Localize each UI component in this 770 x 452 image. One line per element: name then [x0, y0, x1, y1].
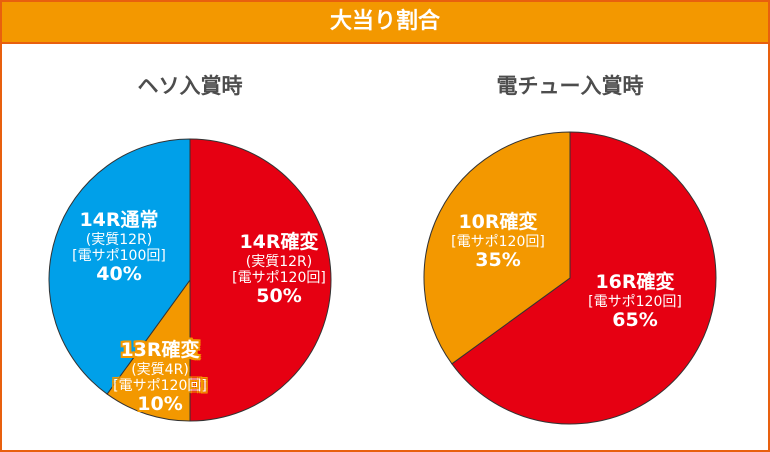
slice-name: 14R通常 — [79, 209, 159, 231]
pie-title-denchu: 電チュー入賞時 — [496, 74, 644, 98]
pie-slice-1-1 — [423, 131, 571, 365]
slice-percent: 50% — [256, 285, 302, 308]
slice-sub2: [電サポ120回] — [232, 269, 326, 286]
slice-percent: 65% — [612, 308, 658, 331]
slice-percent: 35% — [475, 248, 521, 271]
pie-slice-0-2 — [48, 138, 191, 395]
slice-name: 14R確変 — [239, 231, 319, 253]
slice-label-16r-kakuhen: 16R確変 [電サポ120回] 65% — [565, 271, 705, 332]
slice-sub2: [電サポ100回] — [72, 247, 166, 264]
slice-name: 13R確変 — [120, 339, 200, 361]
slice-label-14r-tsujo: 14R通常 (実質12R) [電サポ100回] 40% — [64, 209, 174, 286]
slice-name: 16R確変 — [595, 271, 675, 293]
slice-label-13r-kakuhen: 13R確変 (実質4R) [電サポ120回] 10% — [100, 339, 220, 416]
slice-label-14r-kakuhen: 14R確変 (実質12R) [電サポ120回] 50% — [224, 231, 334, 308]
slice-name: 10R確変 — [458, 211, 538, 233]
header-title: 大当り割合 — [2, 2, 768, 44]
slice-percent: 40% — [96, 263, 142, 286]
slice-sub2: [電サポ120回] — [588, 293, 682, 310]
slice-sub1: (実質4R) — [131, 361, 189, 378]
slice-sub1: (実質12R) — [85, 231, 153, 248]
slice-label-10r-kakuhen: 10R確変 [電サポ120回] 35% — [428, 211, 568, 272]
pie-slice-1-0 — [451, 131, 717, 425]
pie-title-heso: ヘソ入賞時 — [137, 74, 243, 98]
slice-sub1: (実質12R) — [245, 253, 313, 270]
pie-slice-0-0 — [189, 138, 332, 422]
slice-sub2: [電サポ120回] — [451, 233, 545, 250]
pie-slice-0-1 — [106, 278, 191, 422]
slice-percent: 10% — [137, 393, 183, 416]
slice-sub2: [電サポ120回] — [113, 377, 207, 394]
